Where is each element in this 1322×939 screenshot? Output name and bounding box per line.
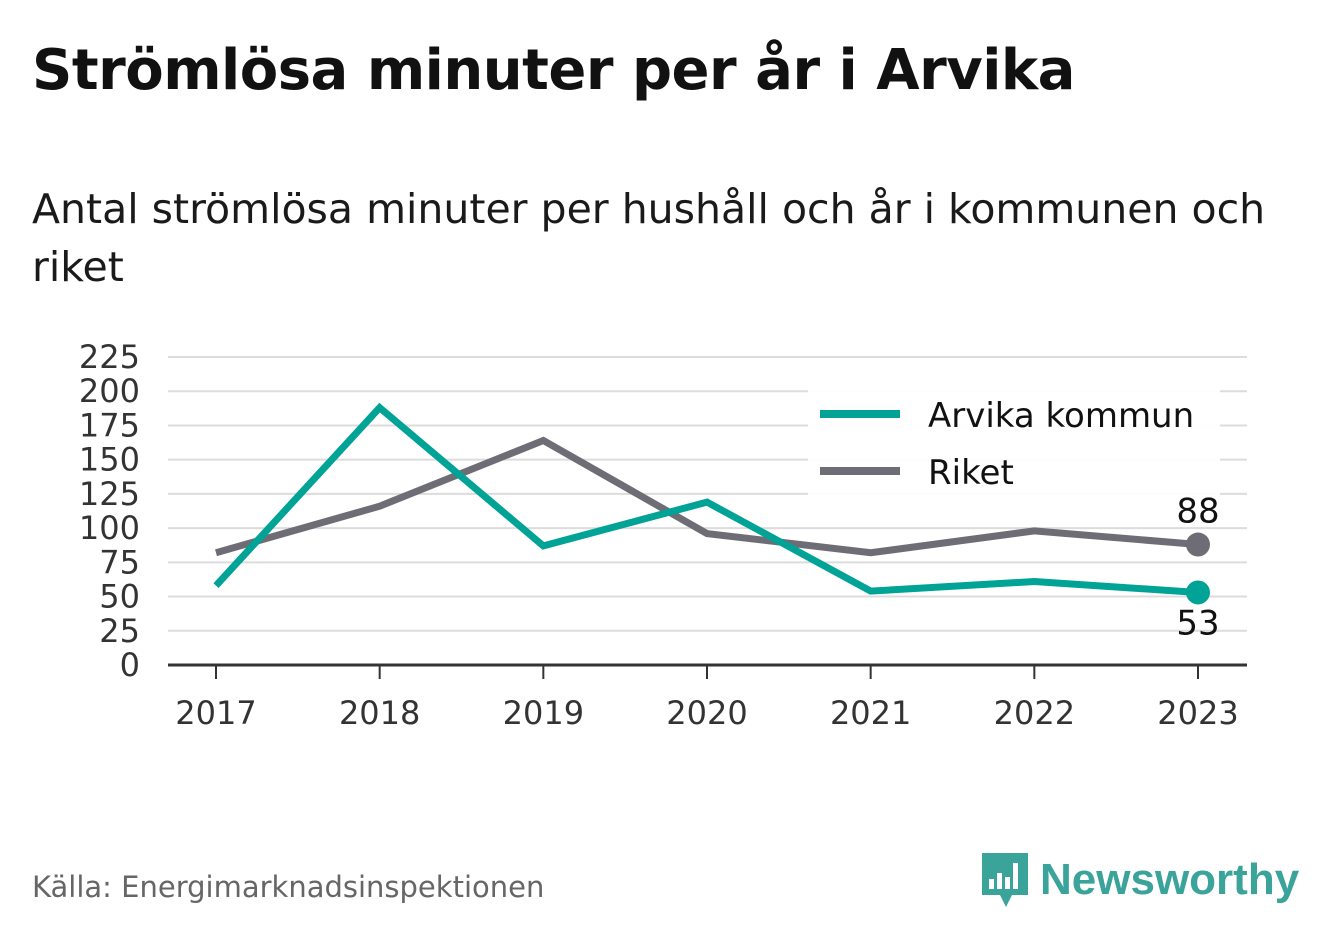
source-note: Källa: Energimarknadsinspektionen [32,870,545,904]
end-label-riket: 88 [1176,492,1219,532]
end-point-arvika [1186,580,1210,605]
y-tick-label: 150 [79,441,140,479]
x-tick-label: 2020 [666,694,747,732]
y-tick-label: 225 [79,338,140,376]
x-tick-label: 2017 [175,694,256,732]
legend-label-arvika: Arvika kommun [928,396,1194,436]
x-tick-label: 2021 [830,694,911,732]
y-tick-label: 125 [79,475,140,513]
x-tick-label: 2019 [503,694,584,732]
series-line-arvika [213,402,1199,596]
end-point-riket [1186,532,1210,557]
chart-title: Strömlösa minuter per år i Arvika [32,38,1075,103]
x-tick-label: 2018 [339,694,420,732]
y-tick-label: 175 [79,406,140,444]
legend: Arvika kommun Riket [808,390,1220,498]
y-tick-label: 0 [120,646,140,684]
newsworthy-logo: Newsworthy [980,848,1299,912]
y-tick-label: 75 [99,543,140,581]
chart-subtitle: Antal strömlösa minuter per hushåll och … [32,185,1266,291]
series-line-riket [215,436,1199,557]
x-axis: 2017 2018 2019 2020 2021 2022 2023 [168,663,1247,732]
y-tick-label: 25 [99,612,140,650]
x-tick-label: 2022 [994,694,1075,732]
legend-label-riket: Riket [928,453,1014,493]
legend-background [808,390,1220,498]
end-labels: 53 88 [1176,492,1219,644]
y-tick-label: 100 [79,509,140,547]
y-tick-label: 50 [99,578,140,616]
newsworthy-logo-icon [982,853,1028,907]
x-tick-label: 2023 [1157,694,1238,732]
series-lines [213,402,1210,605]
y-tick-label: 200 [79,372,140,410]
brand-name: Newsworthy [1040,855,1300,904]
end-label-arvika: 53 [1176,603,1219,643]
